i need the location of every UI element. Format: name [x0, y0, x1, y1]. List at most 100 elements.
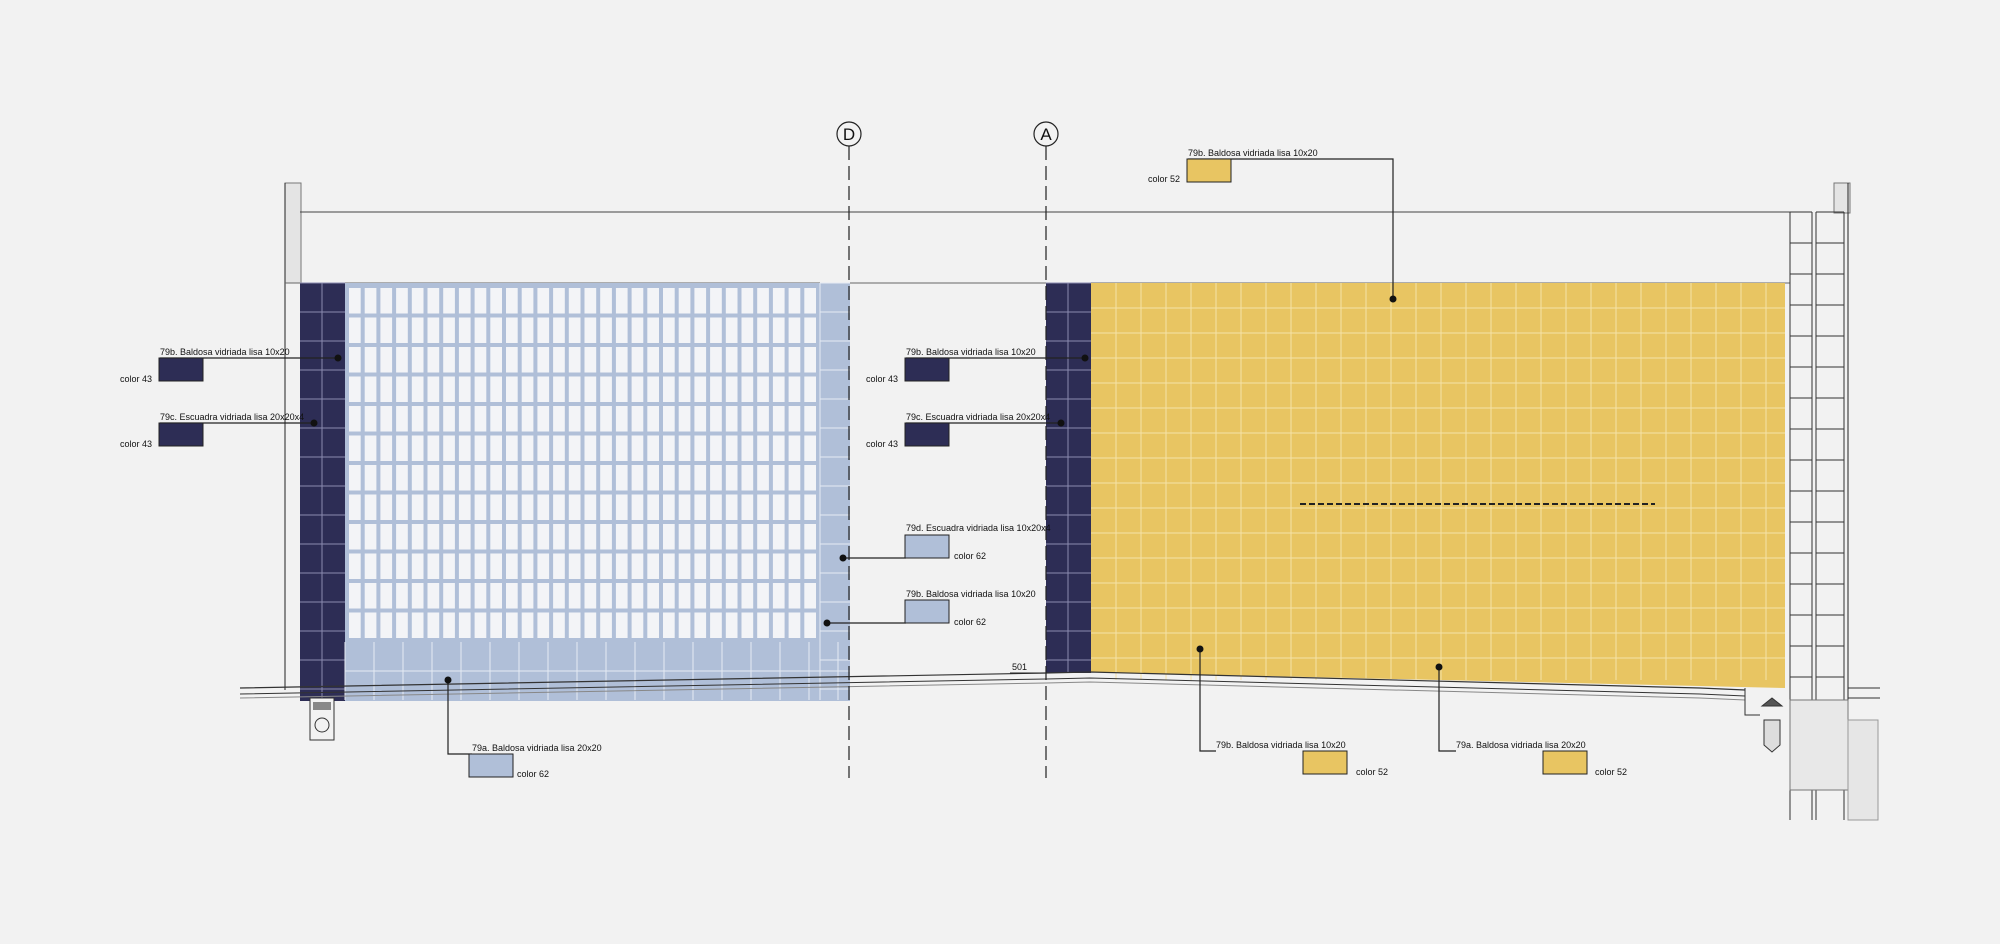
- lightblue-window-pane: [678, 376, 691, 402]
- lightblue-window-pane: [600, 347, 612, 373]
- callout-note: color 43: [866, 374, 898, 384]
- lightblue-window-pane: [411, 494, 424, 520]
- lightblue-window-pane: [772, 288, 785, 314]
- lightblue-window-pane: [506, 288, 518, 314]
- lightblue-window-pane: [490, 288, 502, 314]
- swatch-lightblue: [468, 753, 514, 778]
- lightblue-window-pane: [521, 494, 534, 520]
- lightblue-window-pane: [725, 317, 738, 343]
- lightblue-window-pane: [490, 612, 502, 638]
- lightblue-window-pane: [506, 553, 518, 579]
- lightblue-window-pane: [380, 435, 393, 461]
- lightblue-window-pane: [725, 347, 738, 373]
- lightblue-window-pane: [458, 553, 471, 579]
- lightblue-window-pane: [568, 583, 581, 609]
- lightblue-window-pane: [427, 376, 440, 402]
- lightblue-window-pane: [380, 524, 393, 550]
- callout-bottom-a-blue: 79a. Baldosa vidriada lisa 20x20 color 6…: [444, 676, 602, 779]
- lightblue-window-pane: [631, 583, 644, 609]
- lightblue-window-pane: [663, 288, 675, 314]
- lightblue-window-pane: [647, 435, 659, 461]
- lightblue-window-pane: [757, 317, 769, 343]
- callout-note: color 52: [1356, 767, 1388, 777]
- lightblue-window-pane: [663, 465, 675, 491]
- lightblue-window-pane: [804, 612, 816, 638]
- lightblue-window-pane: [380, 288, 393, 314]
- lightblue-window-pane: [725, 553, 738, 579]
- lightblue-window-pane: [553, 317, 565, 343]
- lightblue-window-pane: [647, 465, 659, 491]
- lightblue-window-pane: [443, 347, 455, 373]
- lightblue-window-pane: [396, 583, 408, 609]
- lightblue-window-pane: [396, 465, 408, 491]
- lightblue-window-pane: [443, 406, 455, 432]
- callout-left-c: 79c. Escuadra vidriada lisa 20x20x4 colo…: [120, 412, 318, 449]
- lightblue-window-pane: [600, 583, 612, 609]
- lightblue-window-pane: [710, 553, 722, 579]
- lightblue-window-pane: [615, 524, 628, 550]
- lightblue-window-pane: [757, 288, 769, 314]
- grid-axis-a: A: [1033, 121, 1059, 778]
- axis-a-label: A: [1040, 125, 1052, 144]
- lightblue-window-pane: [663, 524, 675, 550]
- lightblue-window-pane: [427, 288, 440, 314]
- lightblue-window-pane: [615, 406, 628, 432]
- lightblue-window-pane: [725, 288, 738, 314]
- lightblue-window-pane: [694, 465, 707, 491]
- lightblue-window-pane: [757, 524, 769, 550]
- callout-title: 79b. Baldosa vidriada lisa 10x20: [1216, 740, 1346, 750]
- lightblue-window-pane: [725, 406, 738, 432]
- lightblue-window-pane: [349, 583, 361, 609]
- callout-title: 79a. Baldosa vidriada lisa 20x20: [1456, 740, 1586, 750]
- lightblue-window-pane: [663, 583, 675, 609]
- lightblue-window-pane: [741, 612, 754, 638]
- lightblue-window-pane: [380, 583, 393, 609]
- lightblue-window-pane: [427, 524, 440, 550]
- grid-axis-d: D: [836, 121, 862, 778]
- lightblue-window-pane: [694, 347, 707, 373]
- lightblue-window-pane: [663, 406, 675, 432]
- lightblue-window-pane: [600, 553, 612, 579]
- callout-note: color 43: [120, 439, 152, 449]
- swatch-yellow: [1542, 750, 1588, 775]
- lightblue-window-pane: [380, 317, 393, 343]
- lightblue-window-pane: [694, 583, 707, 609]
- right-wall-cap: [1833, 182, 1851, 214]
- lightblue-window-pane: [710, 435, 722, 461]
- lightblue-window-pane: [678, 465, 691, 491]
- lightblue-window-pane: [804, 524, 816, 550]
- lightblue-window-pane: [521, 612, 534, 638]
- lightblue-window-pane: [663, 435, 675, 461]
- lightblue-window-pane: [521, 376, 534, 402]
- lightblue-window-pane: [506, 406, 518, 432]
- lightblue-window-pane: [474, 288, 487, 314]
- lightblue-window-pane: [741, 583, 754, 609]
- lightblue-window-pane: [553, 553, 565, 579]
- lightblue-window-pane: [788, 288, 801, 314]
- lightblue-window-pane: [349, 612, 361, 638]
- lightblue-window-pane: [710, 317, 722, 343]
- lightblue-window-pane: [396, 376, 408, 402]
- callout-note: color 52: [1148, 174, 1180, 184]
- lightblue-window-pane: [364, 435, 377, 461]
- lightblue-window-pane: [490, 376, 502, 402]
- lightblue-window-pane: [537, 524, 550, 550]
- lightblue-window-pane: [537, 406, 550, 432]
- lightblue-window-pane: [553, 612, 565, 638]
- lightblue-window-pane: [647, 376, 659, 402]
- lightblue-window-pane: [474, 583, 487, 609]
- lightblue-window-pane: [710, 465, 722, 491]
- lightblue-window-pane: [537, 288, 550, 314]
- callout-title: 79d. Escuadra vidriada lisa 10x20x4: [906, 523, 1051, 533]
- lightblue-window-pane: [349, 406, 361, 432]
- lightblue-window-pane: [380, 376, 393, 402]
- lightblue-window-pane: [694, 612, 707, 638]
- lightblue-window-pane: [443, 317, 455, 343]
- lightblue-window-pane: [725, 612, 738, 638]
- left-wall-cap: [284, 182, 302, 284]
- lightblue-window-pane: [537, 465, 550, 491]
- lightblue-window-pane: [615, 494, 628, 520]
- lightblue-window-pane: [411, 376, 424, 402]
- lightblue-window-pane: [568, 524, 581, 550]
- lightblue-window-pane: [757, 347, 769, 373]
